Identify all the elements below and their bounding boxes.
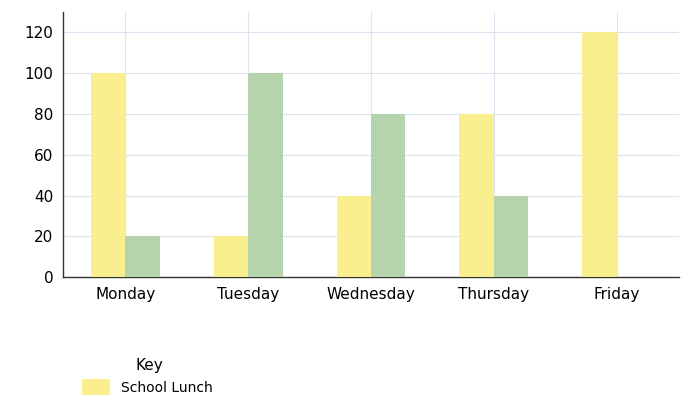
Bar [582, 32, 617, 277]
Bar [248, 73, 283, 277]
Bar [371, 114, 405, 277]
Bar [214, 236, 248, 277]
Bar [337, 196, 371, 277]
Bar [494, 196, 528, 277]
Legend: School Lunch, Packed Lunch: School Lunch, Packed Lunch [83, 358, 216, 396]
Bar [459, 114, 494, 277]
Bar [125, 236, 160, 277]
Bar [91, 73, 125, 277]
